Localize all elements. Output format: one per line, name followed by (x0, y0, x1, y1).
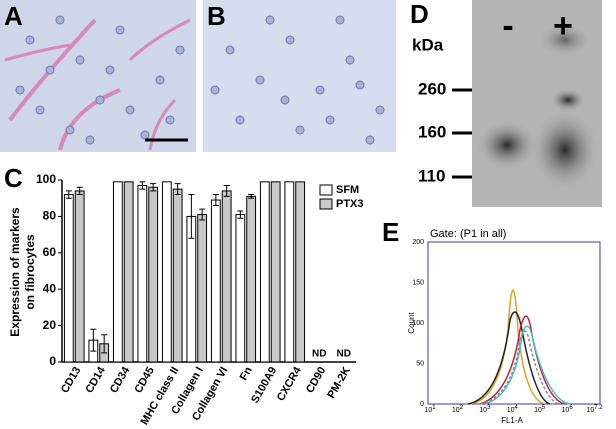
marker-label: 110 (418, 166, 445, 185)
y-tick-label: 100 (412, 320, 424, 327)
lane-label: - (502, 7, 513, 45)
error-bar (65, 190, 72, 199)
lane-label: + (553, 7, 573, 45)
y-tick-label: 200 (412, 239, 424, 246)
x-tick-label: Fn (238, 365, 255, 383)
x-tick-label: PM-2K (325, 365, 353, 401)
tick-base: 10 (452, 407, 460, 414)
y-tick-label: 20 (43, 318, 57, 332)
bar (235, 214, 246, 363)
axis-label: Count (407, 312, 416, 334)
legend-swatch (319, 184, 333, 196)
tick-base: 10 (424, 407, 432, 414)
tick-base: 10 (562, 407, 570, 414)
value-label: ND (312, 349, 326, 360)
tick-base: 10 (507, 407, 515, 414)
y-axis-label: Expression of markers (8, 207, 22, 337)
bar (74, 190, 85, 363)
error-bar (150, 183, 157, 192)
bar (259, 181, 270, 363)
x-tick-label: 107.2 (586, 405, 603, 414)
x-tick-label: 104 (507, 405, 519, 414)
bar (161, 181, 172, 363)
x-tick-label: 101 (424, 405, 436, 414)
x-tick-label: 106 (562, 405, 574, 414)
bar (210, 199, 221, 363)
error-bar (188, 194, 195, 239)
error-bar (76, 186, 83, 196)
y-tick-label: 50 (416, 360, 424, 367)
bar (137, 184, 148, 363)
unit-label: kDa (412, 35, 444, 54)
bar (295, 181, 306, 363)
panel-label: A (4, 1, 23, 31)
y-axis-label: on fibrocytes (23, 234, 37, 310)
legend-swatch (319, 198, 333, 210)
x-tick-label: CD14 (83, 364, 108, 395)
micrograph-a (0, 0, 196, 152)
tick-base: 10 (534, 407, 542, 414)
panel-label: B (207, 1, 226, 31)
bar (172, 188, 183, 363)
flow-histogram (427, 241, 601, 405)
y-tick-label: 100 (36, 172, 56, 186)
bar (197, 214, 208, 363)
tick-base: 10 (479, 407, 487, 414)
bar (112, 181, 123, 363)
marker-label: 160 (418, 122, 446, 141)
y-tick-label: 0 (420, 401, 424, 408)
bar (270, 181, 281, 363)
x-tick-label: 105 (534, 405, 546, 414)
error-bar (248, 194, 255, 199)
tick-exp: 7.2 (594, 405, 603, 411)
bar (221, 190, 232, 363)
panel-label: C (4, 163, 23, 193)
tick-exp: 1 (432, 405, 436, 411)
micrograph-b (203, 0, 396, 152)
y-tick-label: 150 (412, 279, 424, 286)
x-tick-label: CD45 (132, 365, 156, 395)
panel-label: D (410, 0, 429, 29)
tick-exp: 5 (542, 405, 546, 411)
legend-label: PTX3 (336, 198, 364, 210)
marker-label: 260 (418, 79, 446, 98)
error-bar (139, 181, 146, 190)
x-tick-label: CD13 (59, 365, 83, 395)
bar (148, 186, 159, 363)
gate-label: Gate: (P1 in all) (430, 228, 506, 240)
error-bar (223, 184, 230, 197)
y-tick-label: 80 (43, 209, 57, 223)
error-bar (90, 328, 97, 352)
x-tick-label: CXCR4 (275, 364, 304, 403)
tick-exp: 4 (514, 405, 518, 411)
y-tick-label: 0 (49, 354, 56, 368)
x-tick-label: CD34 (108, 364, 133, 395)
x-tick-label: CD90 (304, 365, 328, 395)
y-tick-label: 60 (43, 245, 57, 259)
error-bar (237, 210, 244, 219)
error-bar (101, 334, 108, 354)
western-blot (472, 0, 602, 207)
bar (246, 195, 257, 363)
y-tick-label: 40 (43, 281, 57, 295)
bar (63, 194, 74, 363)
tick-base: 10 (586, 407, 594, 414)
panel-label: E (382, 217, 399, 247)
x-tick-label: 103 (479, 405, 491, 414)
error-bar (174, 183, 181, 196)
tick-exp: 2 (460, 405, 464, 411)
x-tick-label: 102 (452, 405, 464, 414)
tick-exp: 3 (487, 405, 491, 411)
value-label: ND (337, 349, 351, 360)
axis-label: FL1-A (501, 416, 523, 425)
error-bar (199, 208, 206, 221)
bar (284, 181, 295, 363)
legend-label: SFM (336, 184, 359, 196)
error-bar (212, 194, 219, 206)
bar (123, 181, 134, 363)
tick-exp: 6 (569, 405, 573, 411)
